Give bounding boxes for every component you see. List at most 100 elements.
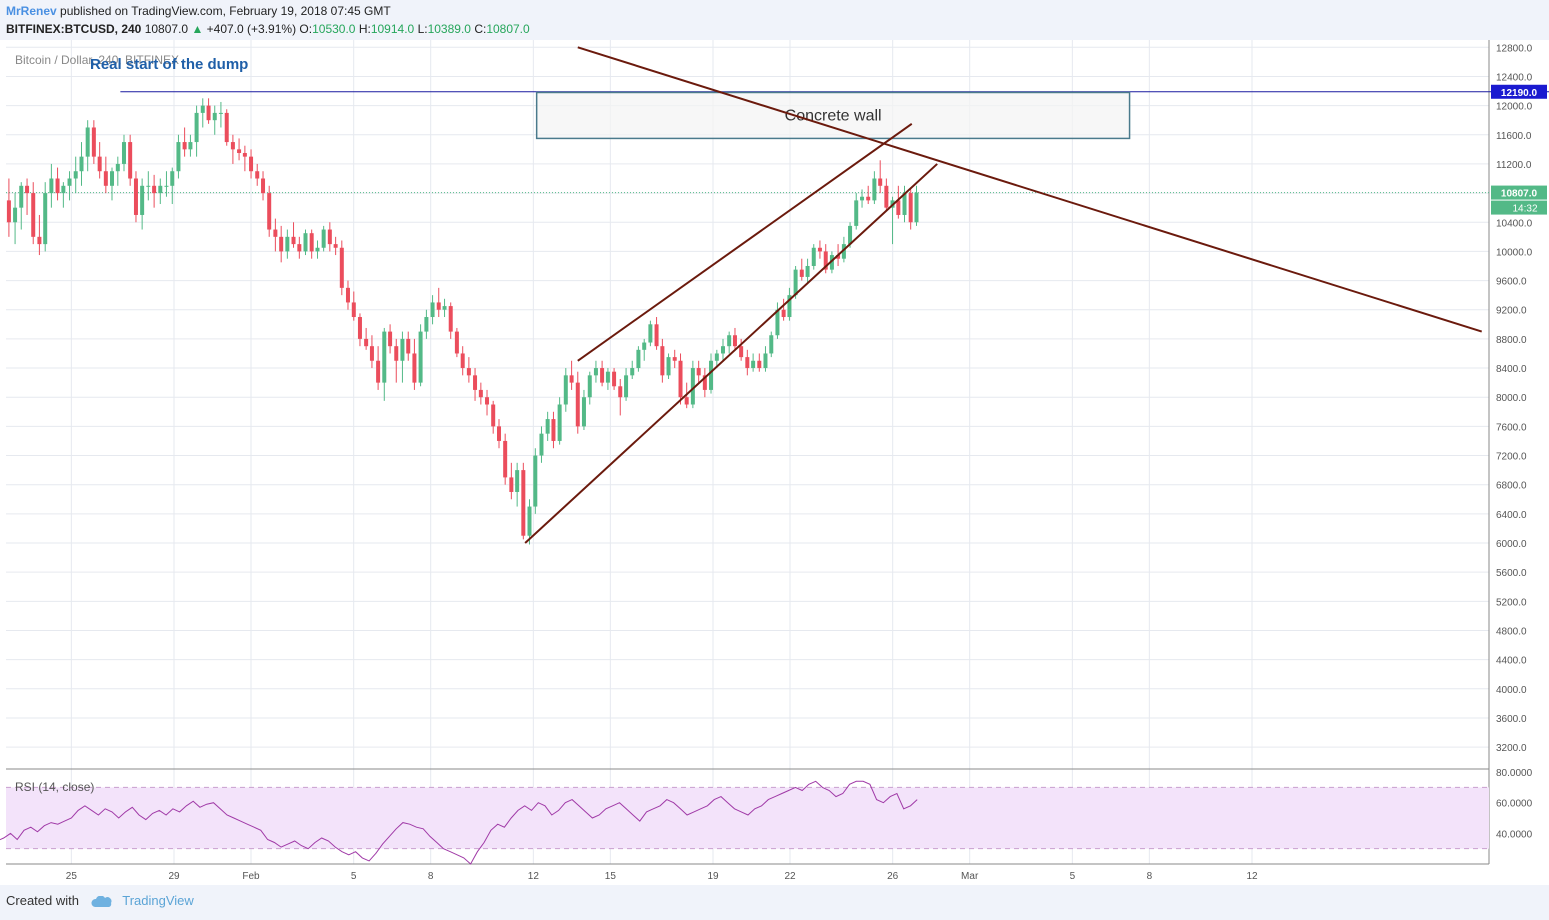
candle-body xyxy=(37,236,42,245)
author-link[interactable]: MrRenev xyxy=(6,4,57,18)
candle-body xyxy=(121,142,126,164)
candle-body xyxy=(133,178,138,215)
candle-body xyxy=(61,185,66,194)
candle-body xyxy=(473,375,478,390)
x-tick-label: 5 xyxy=(351,871,357,882)
y-tick-label: 8400.0 xyxy=(1496,364,1527,375)
rsi-tick-label: 80.0000 xyxy=(1496,768,1533,779)
candle-body xyxy=(454,331,459,354)
rsi-tick-label: 40.0000 xyxy=(1496,829,1533,840)
candlestick-chart[interactable]: 12800.012400.012000.011600.011200.010800… xyxy=(0,0,1549,885)
price-change: +407.0 (+3.91%) xyxy=(206,22,297,36)
candle-body xyxy=(563,375,568,405)
candle-body xyxy=(866,196,871,201)
candle-body xyxy=(194,112,199,143)
x-tick-label: 29 xyxy=(168,871,180,882)
candle-body xyxy=(249,156,254,172)
candle-body xyxy=(860,196,865,201)
candle-body xyxy=(25,185,30,194)
candle-body xyxy=(618,386,623,398)
open-label: O: xyxy=(299,22,313,36)
candle-body xyxy=(769,335,774,354)
candle-body xyxy=(841,244,846,259)
rsi-tick-label: 60.0000 xyxy=(1496,799,1533,810)
candle-body xyxy=(503,440,508,478)
candle-body xyxy=(624,375,629,398)
y-tick-label: 7600.0 xyxy=(1496,422,1527,433)
chart-panel[interactable] xyxy=(0,40,1549,885)
candle-body xyxy=(273,229,278,237)
concrete-wall-box xyxy=(535,91,1131,140)
y-tick-label: 4800.0 xyxy=(1496,626,1527,637)
candle-body xyxy=(285,236,290,252)
x-tick-label: 25 xyxy=(66,871,78,882)
x-tick-label: Feb xyxy=(242,871,260,882)
candle-body xyxy=(200,105,205,113)
candle-body xyxy=(351,302,356,318)
candle-body xyxy=(97,156,102,172)
candle-body xyxy=(527,506,532,536)
y-tick-label: 3600.0 xyxy=(1496,714,1527,725)
y-tick-label: 6400.0 xyxy=(1496,510,1527,521)
candle-body xyxy=(448,306,453,332)
candle-body xyxy=(648,324,653,343)
candle-body xyxy=(485,397,490,405)
candle-body xyxy=(140,185,145,215)
resistance-price-tag xyxy=(1491,84,1547,99)
candle-body xyxy=(569,375,574,383)
candle-body xyxy=(237,149,242,153)
candle-body xyxy=(158,185,163,194)
x-tick-label: 12 xyxy=(528,871,540,882)
candle-body xyxy=(745,357,750,369)
candle-body xyxy=(787,295,792,318)
candle-body xyxy=(394,346,399,361)
candle-body xyxy=(242,152,247,157)
candle-body xyxy=(146,185,151,187)
candle-body xyxy=(110,171,115,186)
candle-body xyxy=(13,207,18,223)
last-price-tag xyxy=(1491,185,1547,200)
candle-body xyxy=(732,335,737,347)
candle-body xyxy=(67,178,72,186)
candle-body xyxy=(297,244,302,252)
candles-group xyxy=(6,98,919,545)
candle-body xyxy=(418,331,423,383)
symbol-label: BITFINEX:BTCUSD, 240 xyxy=(6,22,142,36)
candle-body xyxy=(176,142,181,172)
rsi-line xyxy=(0,780,918,865)
candle-body xyxy=(430,302,435,318)
candle-body xyxy=(49,178,54,194)
y-tick-label: 8800.0 xyxy=(1496,335,1527,346)
y-tick-label: 6000.0 xyxy=(1496,539,1527,550)
trend-line xyxy=(524,163,938,544)
x-tick-label: 5 xyxy=(1070,871,1076,882)
candle-body xyxy=(79,156,84,172)
candle-body xyxy=(666,357,671,376)
candle-body xyxy=(829,255,834,270)
candle-body xyxy=(497,426,502,441)
x-tick-label: 8 xyxy=(1147,871,1153,882)
candle-body xyxy=(55,178,60,194)
y-tick-label: 12800.0 xyxy=(1496,43,1533,54)
candle-body xyxy=(182,142,187,150)
candle-body xyxy=(515,470,520,492)
candle-body xyxy=(878,178,883,186)
candle-body xyxy=(793,269,798,296)
x-tick-label: 8 xyxy=(428,871,434,882)
y-tick-label: 11600.0 xyxy=(1496,131,1532,142)
x-tick-label: 22 xyxy=(784,871,796,882)
candle-body xyxy=(339,247,344,288)
candle-body xyxy=(696,368,701,376)
tradingview-brand[interactable]: TradingView xyxy=(122,893,194,908)
y-tick-label: 5200.0 xyxy=(1496,597,1527,608)
candle-body xyxy=(376,360,381,383)
candle-body xyxy=(593,368,598,376)
candle-body xyxy=(702,375,707,390)
x-tick-label: 15 xyxy=(605,871,617,882)
candle-body xyxy=(581,397,586,427)
candle-body xyxy=(230,142,235,150)
candle-body xyxy=(684,397,689,405)
candle-body xyxy=(872,178,877,201)
candle-body xyxy=(823,251,828,270)
candle-body xyxy=(224,112,229,143)
